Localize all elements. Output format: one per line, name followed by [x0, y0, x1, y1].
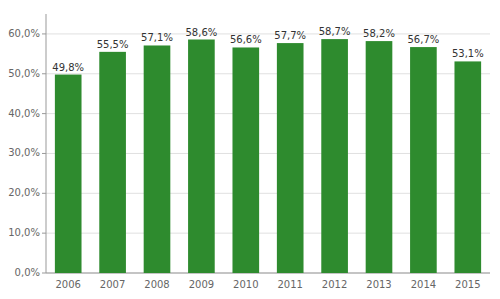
- y-tick-label: 30,0%: [8, 147, 40, 158]
- data-label: 55,5%: [97, 39, 129, 50]
- data-label: 58,7%: [319, 26, 351, 37]
- data-label: 58,6%: [186, 27, 218, 38]
- data-labels: 49,8% 55,5% 57,1% 58,6% 56,6% 57,7% 58,7% 58,2%…: [52, 26, 483, 72]
- y-tick-label: 50,0%: [8, 68, 40, 79]
- x-tick-label: 2010: [233, 279, 258, 290]
- bar: [321, 39, 348, 273]
- bar: [188, 40, 215, 273]
- bar: [144, 45, 171, 273]
- y-tick: [42, 233, 46, 234]
- y-axis-line: [46, 14, 47, 273]
- y-tick-label: 0,0%: [15, 267, 40, 278]
- x-tick-label: 2011: [277, 279, 302, 290]
- y-tick: [42, 33, 46, 34]
- data-label: 53,1%: [452, 48, 484, 59]
- bar: [99, 52, 126, 273]
- data-label: 57,7%: [274, 30, 306, 41]
- x-tick-label: 2006: [55, 279, 80, 290]
- data-label: 57,1%: [141, 32, 173, 43]
- x-tick-label: 2013: [366, 279, 391, 290]
- grid: [46, 34, 490, 273]
- y-tick: [42, 153, 46, 154]
- y-tick-label: 20,0%: [8, 187, 40, 198]
- data-label: 58,2%: [363, 28, 395, 39]
- x-tick-label: 2007: [100, 279, 125, 290]
- y-tick-label: 60,0%: [8, 28, 40, 39]
- y-tick: [42, 193, 46, 194]
- y-tick-label: 40,0%: [8, 108, 40, 119]
- bar: [454, 61, 481, 273]
- bar: [55, 75, 82, 273]
- y-tick: [42, 73, 46, 74]
- data-label: 56,6%: [230, 34, 262, 45]
- bar: [277, 43, 304, 273]
- x-tick-label: 2009: [189, 279, 214, 290]
- data-label: 49,8%: [52, 62, 84, 73]
- y-tick: [42, 273, 46, 274]
- bar: [366, 41, 393, 273]
- chart: 0,0% 10,0% 20,0% 30,0% 40,0% 50,0% 60,0% 2006 20…: [0, 0, 500, 299]
- y-tick-label: 10,0%: [8, 227, 40, 238]
- y-tick: [42, 113, 46, 114]
- bars: [55, 39, 481, 273]
- x-tick-label: 2015: [455, 279, 480, 290]
- bar: [410, 47, 437, 273]
- bar: [232, 47, 259, 273]
- x-tick-label: 2014: [411, 279, 436, 290]
- axes: 0,0% 10,0% 20,0% 30,0% 40,0% 50,0% 60,0% 2006 20…: [8, 14, 490, 290]
- x-tick-label: 2012: [322, 279, 347, 290]
- data-label: 56,7%: [408, 34, 440, 45]
- x-tick-label: 2008: [144, 279, 169, 290]
